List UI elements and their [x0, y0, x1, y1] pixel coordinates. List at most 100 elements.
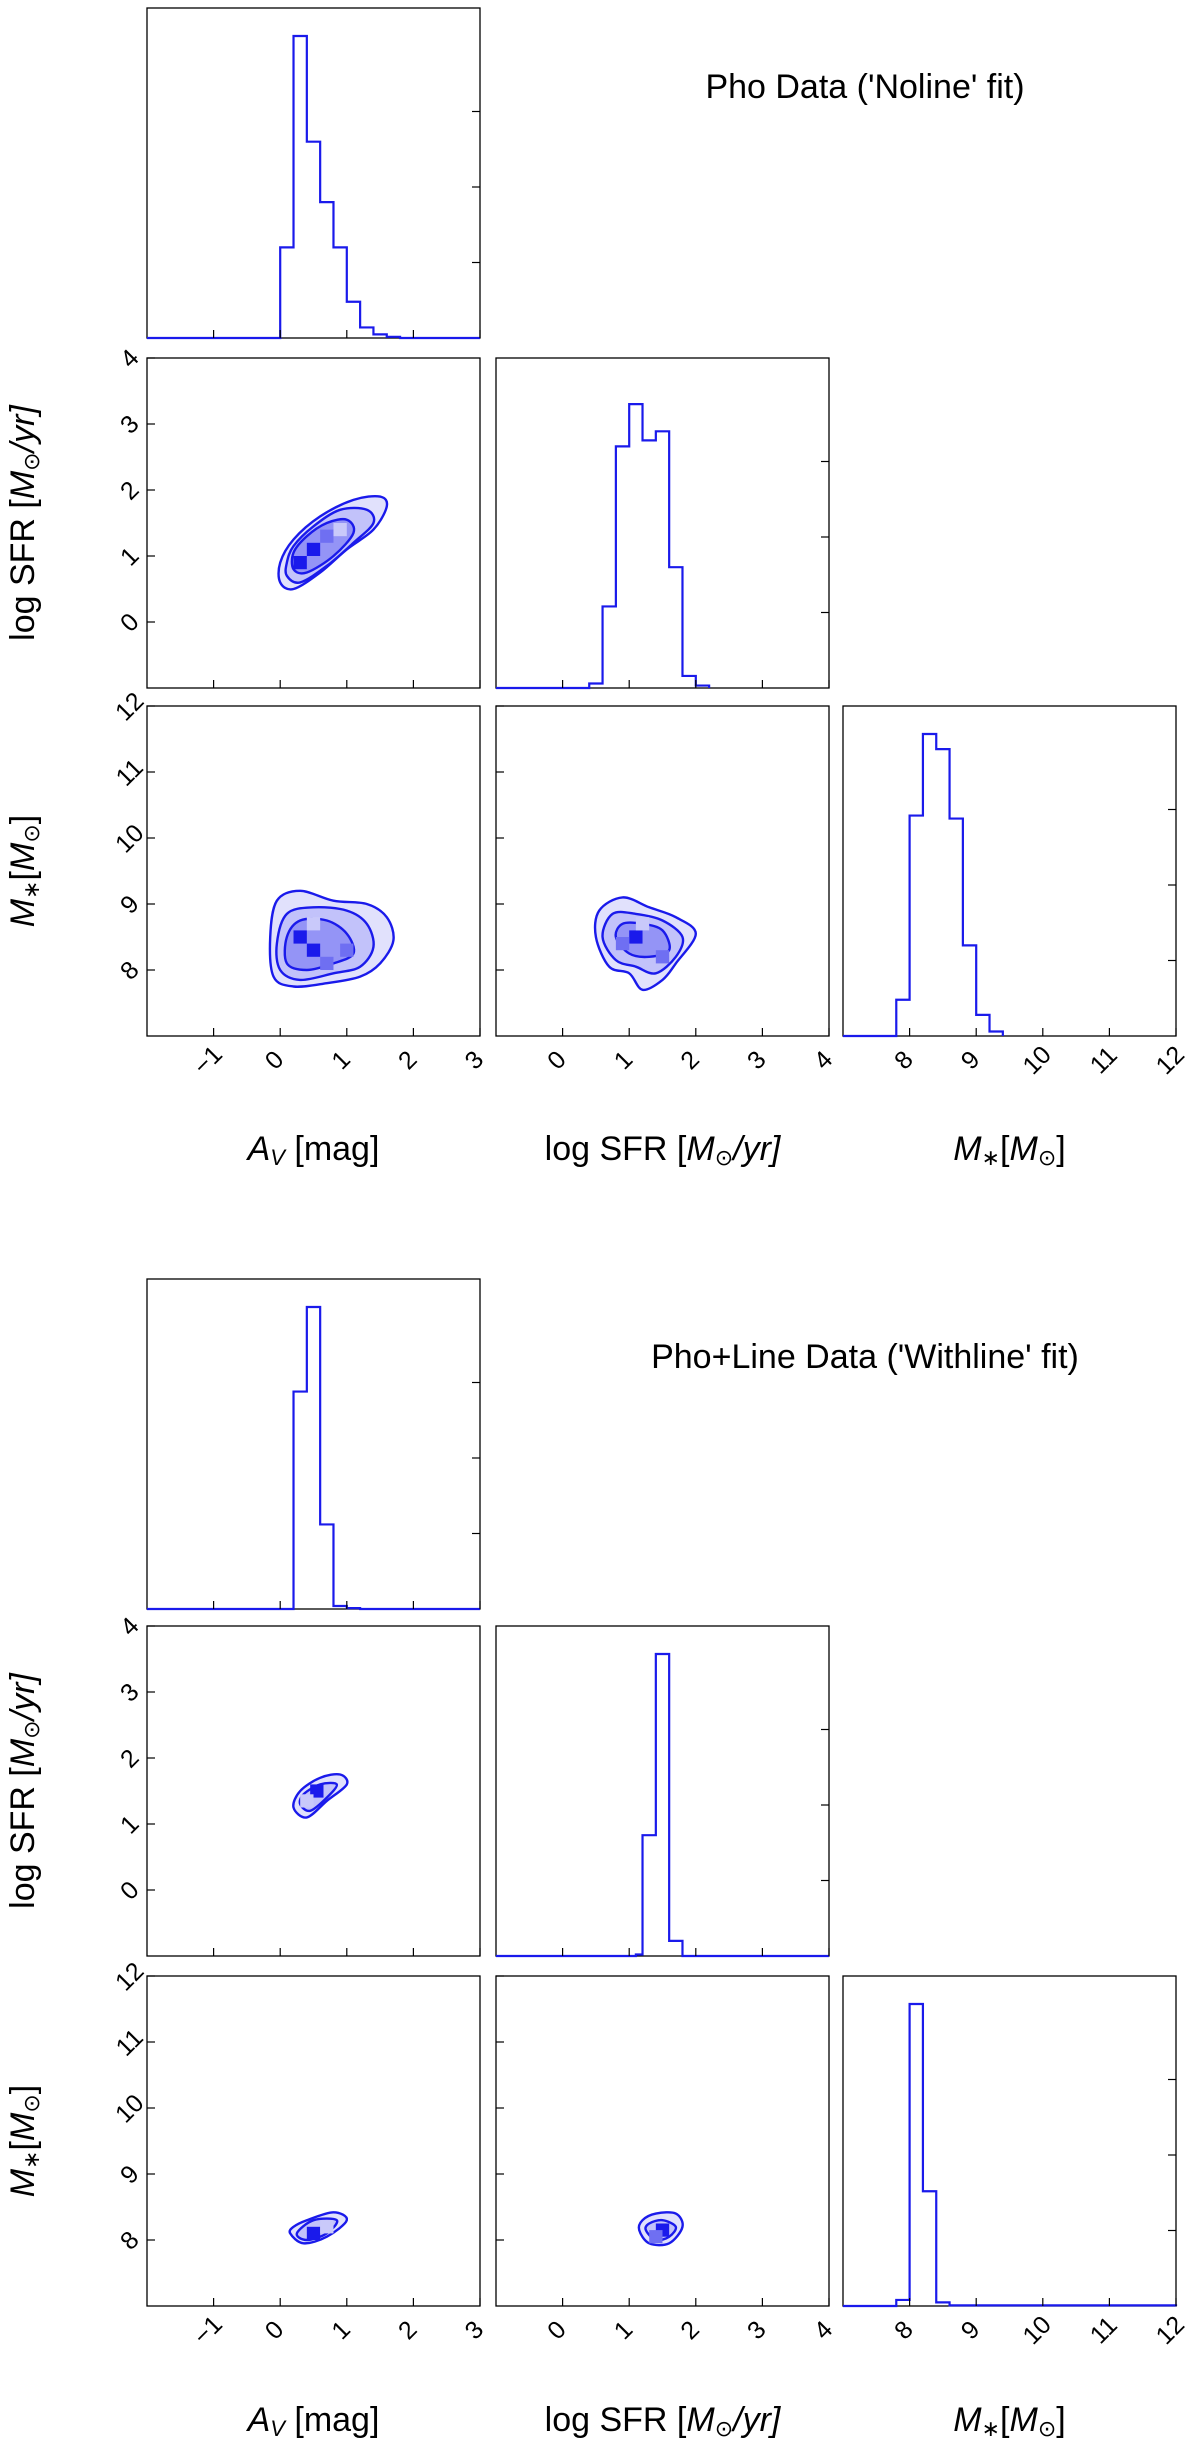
block1-ylabel-sfr-part: log SFR [	[4, 499, 42, 641]
block2-xlabel-mass-part: M	[953, 2401, 982, 2439]
block1-ylabel-mass-part: [	[4, 870, 42, 880]
block2-xlabel-av-part: A	[246, 2401, 271, 2439]
block2-sfr-vs-av-ytick-label: 0	[115, 1876, 145, 1906]
block2-hist-mass-xtick-label: 12	[1151, 2311, 1190, 2350]
block1-xlabel-sfr-part: ⊙	[715, 1145, 733, 1170]
block2-hist-sfr-frame	[495, 1625, 830, 1957]
block2-xlabel-mass-part: ⊙	[1038, 2416, 1056, 2441]
block1-sfr-vs-av-density-cell	[306, 542, 321, 556]
block2-xlabel-mass-part: ]	[1056, 2401, 1065, 2439]
block2-sfr-vs-av-density-cell	[300, 1794, 314, 1808]
block2-ylabel-sfr-part: log SFR [	[4, 1767, 42, 1909]
block2-mass-vs-sfr-xtick-label: 1	[609, 2316, 639, 2346]
block1-mass-vs-av-density-cell	[293, 930, 307, 944]
block1-mass-vs-av-density-cell	[320, 956, 334, 970]
block1-mass-vs-av-xtick-label: 1	[326, 1046, 356, 1076]
block2-ylabel-mass: M∗[M⊙]	[4, 2085, 44, 2197]
block1-ylabel-mass: M∗[M⊙]	[4, 815, 44, 927]
block1-sfr-histogram-step	[496, 403, 711, 690]
block1-hist-mass-xtick-label: 11	[1085, 1041, 1123, 1079]
block2-xlabel-mass: M∗[M⊙]	[953, 2401, 1065, 2441]
block1-xlabel-av-part: V	[270, 1145, 287, 1170]
block2-xlabel-av-part: [mag]	[285, 2401, 379, 2439]
block1-ylabel-mass-part: M	[4, 842, 42, 871]
block1-sfr-vs-av-ytick-label: 3	[115, 410, 145, 440]
block2-xlabel-sfr-part: M	[686, 2401, 715, 2439]
block2-hist-mass-xtick-label: 8	[889, 2316, 919, 2346]
block2-xlabel-sfr-part: ⊙	[715, 2416, 733, 2441]
block2-mass-vs-av-ytick-label: 10	[110, 2089, 149, 2128]
block1-av-histogram-step	[147, 34, 480, 340]
block2-ylabel-mass-part: ⊙	[19, 2094, 44, 2112]
block1-hist-sfr-frame	[495, 357, 830, 689]
block2-hist-mass-frame	[842, 1975, 1177, 2307]
block2-ylabel-sfr-part: M	[4, 1738, 42, 1767]
block1-mass-vs-sfr-xtick-label: 4	[809, 1045, 839, 1075]
block2-ylabel-mass-part: [	[4, 2140, 42, 2150]
block1-mass-vs-av-ytick-label: 10	[110, 819, 149, 858]
block2-mass-vs-sfr-xtick-label: 4	[809, 2315, 839, 2345]
block1-xlabel-sfr-part: log SFR [	[545, 1130, 687, 1168]
block2-mass-vs-av-ytick-label: 8	[115, 2226, 145, 2256]
block2-ylabel-sfr-part: ⊙	[19, 1720, 44, 1738]
block1-xlabel-av-part: A	[246, 1130, 271, 1168]
block1-mass-vs-sfr-xtick-label: 2	[675, 1046, 705, 1076]
block1-mass-vs-av-density-cell	[306, 943, 321, 957]
block1-mass-vs-av-xtick-label: −1	[188, 1040, 228, 1080]
block1-xlabel-mass-part: M	[1010, 1130, 1039, 1168]
block1-sfr-vs-av-ytick-label: 4	[115, 344, 145, 374]
block1-xlabel-mass: M∗[M⊙]	[953, 1130, 1065, 1170]
block2-sfr-histogram-step	[496, 1652, 829, 1958]
block1-sfr-vs-av-density-cell	[333, 523, 347, 537]
block1-ylabel-sfr-part: /yr]	[4, 404, 42, 455]
block1-mass-vs-av-xtick-label: 0	[260, 1046, 290, 1076]
block2-mass-vs-av-ytick-label: 9	[115, 2160, 145, 2190]
block2-mass-vs-av-density-cell	[320, 2220, 334, 2234]
block2-xlabel-mass-part: M	[1010, 2401, 1039, 2439]
block1-xlabel-mass-part: ]	[1056, 1130, 1065, 1168]
block2-title: Pho+Line Data ('Withline' fit)	[651, 1338, 1079, 1376]
block1-xlabel-sfr-part: /yr]	[731, 1130, 782, 1168]
block2-sfr-vs-av-ytick-label: 1	[115, 1810, 145, 1840]
block1-mass-vs-av-ytick-label: 12	[110, 687, 149, 726]
block2-av-histogram-step	[147, 1305, 480, 1611]
block2-xlabel-mass-part: ∗	[982, 2416, 1000, 2441]
block1-mass-vs-sfr-density-cell	[615, 937, 630, 951]
block1-mass-vs-sfr-density-cell	[635, 917, 650, 931]
block2-sfr-vs-av-ytick-label: 3	[115, 1678, 145, 1708]
block1-mass-vs-sfr-density-cell	[629, 930, 643, 944]
block2-mass-vs-sfr-xtick-label: 0	[542, 2316, 572, 2346]
block1-title: Pho Data ('Noline' fit)	[705, 68, 1024, 106]
block1-sfr-vs-av-ytick-label: 1	[115, 542, 145, 572]
block1-xlabel-mass-part: [	[1000, 1130, 1010, 1168]
block2-xlabel-sfr-part: /yr]	[731, 2401, 782, 2439]
block1-xlabel-av-part: [mag]	[285, 1130, 379, 1168]
block2-ylabel-mass-part: M	[4, 2112, 42, 2141]
block1-hist-mass-xtick-label: 8	[889, 1046, 919, 1076]
block2-xlabel-av-part: V	[270, 2416, 287, 2441]
block2-xlabel-mass-part: [	[1000, 2401, 1010, 2439]
block2-xlabel-av: AV [mag]	[246, 2401, 380, 2441]
block1-xlabel-mass-part: ∗	[982, 1145, 1000, 1170]
block2-sfr-vs-av-frame	[146, 1625, 481, 1957]
block1-mass-vs-av-ytick-label: 11	[111, 754, 149, 792]
block1-xlabel-sfr: log SFR [M⊙/yr]	[545, 1130, 782, 1170]
block2-ylabel-sfr-part: /yr]	[4, 1672, 42, 1723]
block1-ylabel-sfr-part: ⊙	[19, 452, 44, 470]
block2-mass-vs-av-xtick-label: −1	[188, 2310, 228, 2350]
block1-mass-vs-av-frame	[146, 705, 481, 1037]
block1-hist-mass-xtick-label: 12	[1151, 1041, 1190, 1080]
block2-ylabel-mass-part: ∗	[19, 2150, 44, 2168]
block2-hist-mass-xtick-label: 11	[1085, 2311, 1123, 2349]
block1-mass-vs-av-density-cell	[340, 943, 354, 957]
block2-mass-vs-av-frame	[146, 1975, 481, 2307]
block2-mass-vs-sfr-frame	[495, 1975, 830, 2307]
block1-ylabel-sfr: log SFR [M⊙/yr]	[4, 404, 44, 641]
block2-mass-histogram-step	[843, 2002, 1178, 2308]
block2-ylabel-mass-part: M	[4, 2168, 42, 2197]
block1-mass-vs-av-ytick-label: 9	[115, 890, 145, 920]
block1-mass-vs-sfr-xtick-label: 3	[742, 1046, 772, 1076]
block1-ylabel-mass-part: ∗	[19, 880, 44, 898]
block1-sfr-vs-av-density-cell	[293, 556, 307, 570]
